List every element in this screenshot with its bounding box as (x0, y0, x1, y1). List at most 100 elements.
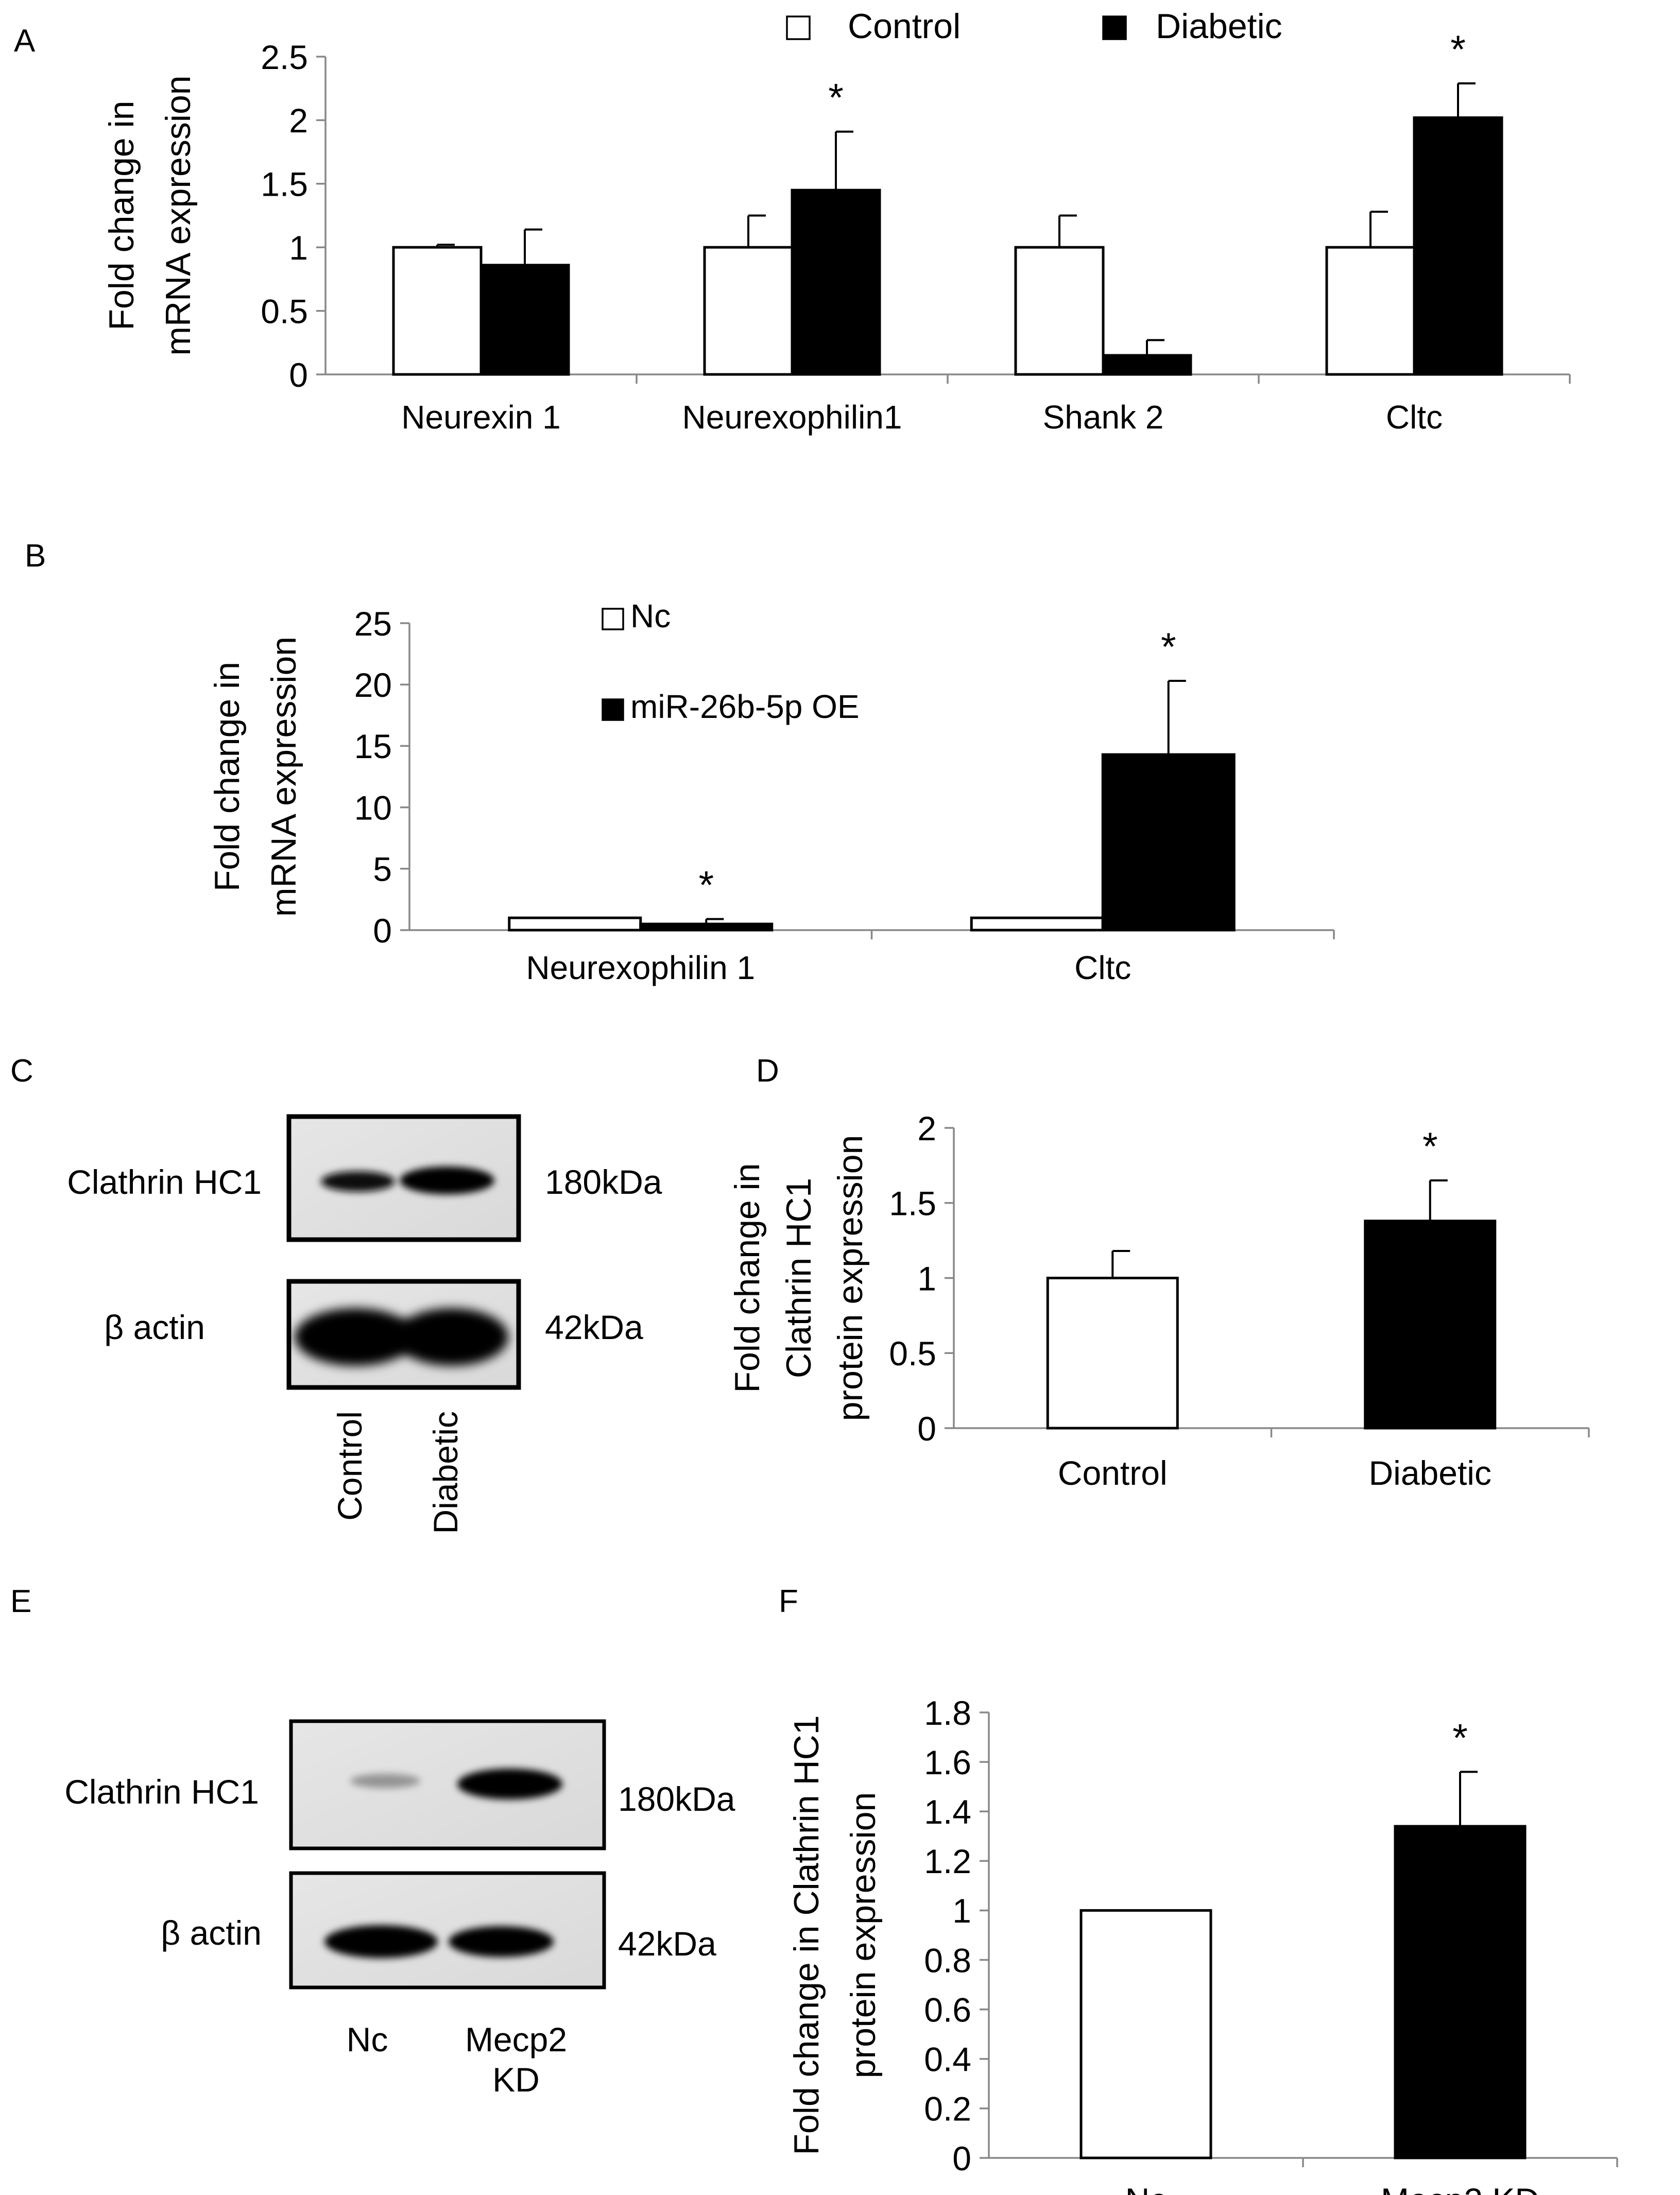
y-axis-label-f: Fold change in Clathrin HC1 protein expre… (787, 1715, 883, 2155)
significance-star-a: * (828, 76, 844, 120)
y-tick-label-d: 0 (917, 1410, 936, 1448)
bar-b (508, 916, 642, 932)
blot-e-clathrin-band-kd (457, 1769, 562, 1799)
y-tick-label-f: 0 (952, 2139, 971, 2177)
y-axis-label-a: Fold change in mRNA expression (102, 75, 198, 355)
y-tick-label-b: 25 (354, 605, 392, 643)
blot-e: Clathrin HC1 β actin 180kDa 42kDa Nc Mec… (64, 1719, 735, 2099)
panel-letter-b: B (25, 538, 46, 574)
legend-b-oe-label: miR-26b-5p OE (630, 688, 860, 725)
y-axis-label-line-a: Fold change in (102, 100, 141, 330)
panel-letter-f: F (779, 1584, 798, 1619)
y-tick-label-d: 0.5 (889, 1334, 936, 1373)
legend-a-diabetic-label: Diabetic (1156, 7, 1282, 46)
x-tick-label-f: Mecp2 KD (1381, 2181, 1539, 2195)
y-tick-label-f: 1 (952, 1892, 971, 1930)
bar-b (1101, 753, 1236, 932)
y-axis-label-line-b: mRNA expression (264, 637, 303, 917)
blot-e-actin-frame (289, 1871, 606, 1990)
bar-a (392, 246, 483, 376)
bar-b (639, 922, 774, 932)
bar-d (1364, 1220, 1497, 1430)
x-tick-label-d: Control (1058, 1454, 1168, 1492)
x-tick-label-d: Diabetic (1369, 1454, 1492, 1492)
y-tick-label-f: 1.2 (924, 1842, 971, 1880)
significance-star-d: * (1422, 1125, 1438, 1169)
blot-e-actin-band-nc (324, 1925, 438, 1958)
blot-c-lane2-label: Diabetic (426, 1411, 465, 1534)
blot-c-row2-size: 42kDa (545, 1308, 643, 1346)
bar-f (1394, 1825, 1527, 2159)
y-tick-label-a: 1.5 (261, 165, 308, 203)
legend-b-nc-label: Nc (630, 597, 671, 635)
blot-e-row2-label: β actin (161, 1914, 262, 1952)
y-tick-label-a: 1 (289, 229, 308, 267)
bar-d (1046, 1277, 1179, 1430)
y-axis-label-line-a: mRNA expression (159, 75, 198, 355)
y-axis-label-d: Fold change in Clathrin HC1 protein expres… (728, 1135, 870, 1421)
y-tick-label-a: 0 (289, 356, 308, 394)
legend-a: Control Diabetic (786, 7, 1282, 46)
y-tick-label-b: 10 (354, 788, 392, 827)
blot-e-actin-band-kd (449, 1926, 554, 1957)
y-tick-label-f: 0.8 (924, 1941, 971, 1979)
bar-a (791, 188, 881, 376)
significance-star-a: * (1450, 28, 1466, 72)
y-tick-label-a: 0.5 (261, 292, 308, 330)
significance-star-b: * (698, 864, 714, 907)
chart-b: 0 5 10 15 20 25 Neurexophilin 1 Cltc * * Fold chan… (208, 605, 1335, 986)
x-tick-label-b: Neurexophilin 1 (526, 949, 755, 986)
panel-letter-d: D (756, 1053, 779, 1089)
legend-b: Nc miR-26b-5p OE (602, 597, 860, 725)
blot-c-clathrin-band-diabetic (400, 1167, 494, 1194)
x-tick-label-a: Shank 2 (1043, 399, 1164, 436)
y-tick-label-d: 2 (917, 1109, 936, 1147)
blot-e-row1-size: 180kDa (618, 1780, 735, 1818)
y-axis-label-line-f: Fold change in Clathrin HC1 (787, 1715, 826, 2155)
blot-c-actin-band-diabetic (395, 1308, 508, 1366)
x-tick-label-f: Nc (1125, 2181, 1167, 2195)
legend-b-nc-swatch (602, 608, 624, 630)
bar-a (1413, 116, 1503, 376)
x-tick-label-a: Neurexophilin1 (682, 399, 902, 436)
y-axis-label-line-b: Fold change in (208, 662, 247, 891)
chart-a: 0 0.5 1 1.5 2 2.5 Neurexin 1 Neurexophilin1 Shan… (102, 28, 1571, 436)
y-tick-label-f: 1.6 (924, 1743, 971, 1781)
blot-c-lane1-label: Control (331, 1411, 369, 1521)
legend-a-control-label: Control (848, 7, 961, 46)
y-tick-label-f: 1.4 (924, 1793, 971, 1831)
panel-letter-c: C (10, 1053, 33, 1089)
bar-a (1325, 246, 1416, 376)
blot-c-clathrin-band-control (321, 1171, 395, 1192)
y-tick-label-b: 20 (354, 666, 392, 704)
bar-a (479, 264, 570, 376)
legend-b-oe-swatch (602, 698, 624, 721)
bar-a (1102, 354, 1192, 376)
y-tick-label-a: 2 (289, 101, 308, 140)
y-tick-label-b: 0 (373, 912, 392, 950)
blot-e-lane-label-line: Nc (347, 2020, 388, 2059)
bar-b (970, 916, 1104, 932)
blot-c-actin-band-control (295, 1308, 416, 1366)
y-tick-label-f: 1.8 (924, 1694, 971, 1732)
y-axis-label-line-d: Fold change in (728, 1163, 767, 1393)
chart-d: 0 0.5 1 1.5 2 Control Diabetic * Fold change in C… (728, 1109, 1590, 1492)
y-axis-label-b: Fold change in mRNA expression (208, 637, 303, 917)
y-tick-label-a: 2.5 (261, 38, 308, 76)
y-tick-label-b: 15 (354, 727, 392, 765)
y-tick-label-f: 0.4 (924, 2040, 971, 2079)
bar-a (703, 246, 794, 376)
bar-f (1079, 1909, 1212, 2159)
blot-c-row2-label: β actin (104, 1308, 205, 1346)
chart-f: 0 0.2 0.4 0.6 0.8 1 1.2 1.4 1.6 1.8 Nc Mecp2 KD * Fol… (787, 1694, 1618, 2195)
significance-star-f: * (1452, 1716, 1468, 1760)
blot-e-lane2-label: Mecp2 KD (465, 2020, 567, 2099)
x-tick-label-a: Cltc (1386, 399, 1443, 436)
legend-a-diabetic-swatch (1102, 15, 1127, 40)
blot-e-lane1-label: Nc (347, 2020, 388, 2059)
y-tick-label-d: 1.5 (889, 1185, 936, 1223)
panel-letter-e: E (10, 1584, 31, 1619)
y-axis-label-line-f: protein expression (844, 1792, 883, 2079)
y-tick-label-b: 5 (373, 850, 392, 888)
